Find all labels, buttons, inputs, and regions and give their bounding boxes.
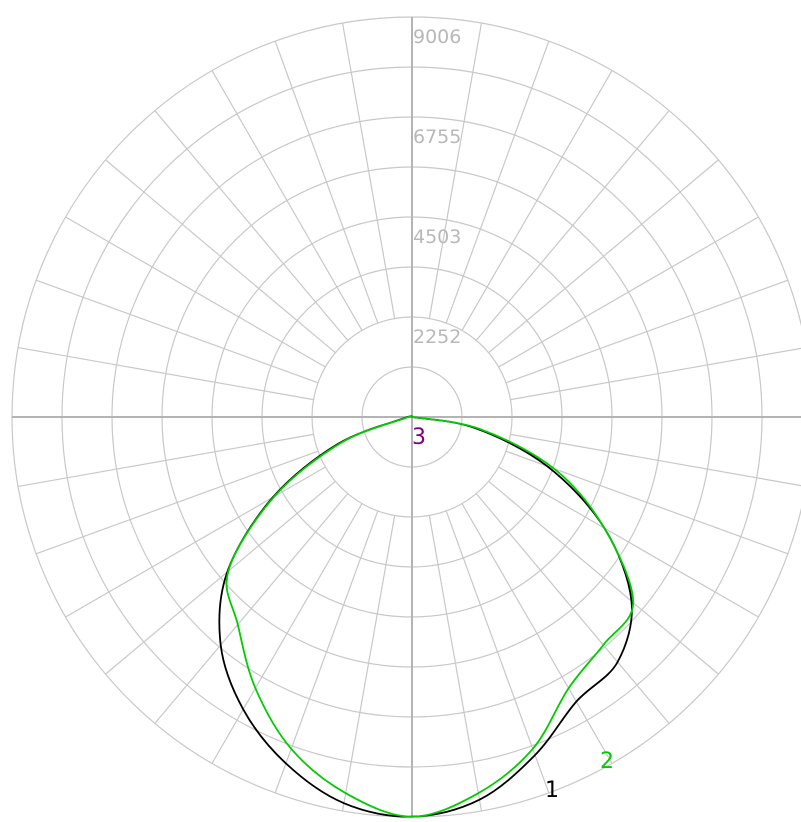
curve-label-1: 1: [545, 778, 559, 803]
grid-spoke: [154, 493, 349, 724]
radial-tick-labels: 2252 4503 6755 9006: [413, 26, 461, 348]
radial-tick-label: 9006: [413, 26, 461, 48]
grid-spoke: [274, 40, 379, 324]
curve-labels: 1 2 3: [412, 425, 614, 803]
grid-spoke: [105, 159, 336, 354]
intensity-curves: [218, 415, 635, 818]
grid-spoke: [341, 515, 396, 812]
grid-spoke: [211, 70, 363, 331]
grid-spoke: [17, 346, 314, 401]
radial-tick-label: 4503: [413, 226, 461, 248]
grid-spoke: [65, 466, 326, 618]
grid-spoke: [65, 216, 326, 368]
radial-tick-label: 2252: [413, 326, 461, 348]
grid-spoke: [154, 110, 349, 341]
grid-spoke: [488, 159, 719, 354]
grid-spoke: [428, 515, 483, 812]
grid-spoke: [461, 70, 613, 331]
grid-spoke: [17, 433, 314, 488]
grid-spoke: [475, 110, 670, 341]
grid-spoke: [211, 503, 363, 764]
radial-tick-label: 6755: [413, 126, 461, 148]
grid-spoke: [445, 40, 550, 324]
grid-spoke: [105, 480, 336, 675]
grid-spoke: [461, 503, 613, 764]
grid-spoke: [475, 493, 670, 724]
curve-label-3: 3: [412, 425, 426, 450]
grid-spoke: [35, 279, 319, 384]
grid-spoke: [498, 466, 759, 618]
grid-spoke: [445, 510, 550, 794]
grid-spoke: [428, 22, 483, 319]
grid-spoke: [35, 450, 319, 555]
intensity-curve-2: [225, 415, 635, 818]
grid-spoke: [341, 22, 396, 319]
curve-label-2: 2: [600, 749, 614, 774]
grid-spoke: [488, 480, 719, 675]
grid-spoke: [498, 216, 759, 368]
grid-spoke: [505, 279, 789, 384]
grid-spoke: [510, 433, 801, 487]
grid-spoke: [510, 347, 801, 401]
grid-spoke: [274, 510, 379, 794]
